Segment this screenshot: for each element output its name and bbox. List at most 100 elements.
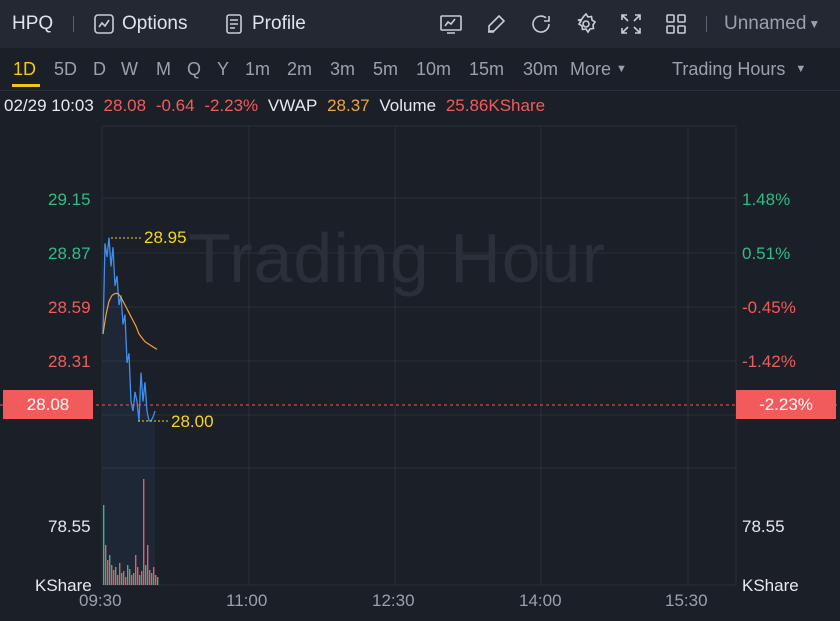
volume-bar [143, 479, 145, 585]
volume-value: 25.86KShare [445, 96, 546, 115]
tab-10m[interactable]: 10m [416, 58, 452, 79]
volume-bar [109, 555, 111, 585]
time-axis-label: 12:30 [372, 591, 415, 610]
chevron-down-icon: ▼ [616, 63, 627, 75]
volume-bar [139, 575, 141, 585]
volume-bar [123, 571, 125, 585]
volume-bar [141, 571, 143, 585]
pct-axis-label: 0.51% [742, 244, 791, 263]
fullscreen-icon[interactable] [619, 12, 643, 36]
time-axis-label: 09:30 [79, 591, 122, 610]
layout-name-dropdown[interactable]: Unnamed ▼ [724, 0, 820, 48]
refresh-icon[interactable] [529, 12, 553, 36]
session-label: Trading Hours [672, 58, 786, 79]
vwap-value: 28.37 [327, 96, 370, 115]
quote-info-line: 02/29 10:03 28.08 -0.64 -2.23% VWAP 28.3… [4, 96, 550, 116]
time-axis-label: 15:30 [665, 591, 708, 610]
more-dropdown[interactable]: More ▼ [570, 48, 627, 90]
volume-axis-value: 78.55 [48, 517, 91, 536]
price-axis-label: 29.15 [48, 190, 91, 209]
active-tab-indicator [12, 84, 40, 87]
tab-d[interactable]: D [93, 58, 106, 79]
top-toolbar: HPQ Options Profile Unnamed ▼ [0, 0, 840, 48]
volume-bar [115, 567, 117, 585]
grid-layout-icon[interactable] [664, 12, 688, 36]
quote-datetime: 02/29 10:03 [4, 96, 94, 115]
settings-icon[interactable] [574, 12, 598, 36]
pct-axis-label: 1.48% [742, 190, 791, 209]
high-price-label: 28.95 [144, 228, 187, 247]
tab-3m[interactable]: 3m [330, 58, 356, 79]
tab-m[interactable]: M [156, 58, 171, 79]
toolbar-divider [706, 16, 707, 32]
vwap-label: VWAP [267, 96, 318, 115]
volume-label: Volume [379, 96, 437, 115]
volume-bar [107, 560, 109, 585]
draw-icon[interactable] [484, 12, 508, 36]
tab-15m[interactable]: 15m [469, 58, 505, 79]
volume-unit-label-right: KShare [742, 576, 799, 595]
price-line [102, 237, 156, 422]
volume-bar [131, 575, 133, 585]
quote-price: 28.08 [103, 96, 147, 115]
profile-button[interactable]: Profile [252, 13, 306, 34]
pct-axis-label: -0.45% [742, 298, 796, 317]
layout-name-label: Unnamed [724, 13, 807, 34]
options-button[interactable]: Options [122, 13, 188, 34]
quote-change-pct: -2.23% [204, 96, 259, 115]
tab-1d[interactable]: 1D [13, 58, 37, 79]
tab-5d[interactable]: 5D [54, 58, 78, 79]
profile-icon[interactable] [222, 12, 246, 36]
session-dropdown[interactable]: Trading Hours ▼ [672, 48, 806, 90]
tab-2m[interactable]: 2m [287, 58, 313, 79]
chevron-down-icon: ▼ [808, 17, 821, 31]
price-axis-label: 28.31 [48, 352, 91, 371]
volume-bar [105, 545, 107, 585]
low-price-label: 28.00 [171, 412, 214, 431]
volume-bar [157, 577, 159, 585]
volume-bars [103, 479, 159, 585]
symbol-label[interactable]: HPQ [12, 13, 54, 34]
volume-bar [129, 569, 131, 585]
toolbar-divider [73, 16, 74, 32]
tab-q[interactable]: Q [187, 58, 202, 79]
time-axis-label: 14:00 [519, 591, 562, 610]
tab-1m[interactable]: 1m [245, 58, 271, 79]
timeframe-tabs: 1D 5D D W M Q Y 1m 2m 3m 5m 10m 15m 30m … [0, 48, 840, 91]
chart-grid [0, 125, 840, 586]
volume-bar [133, 573, 135, 585]
tab-30m[interactable]: 30m [523, 58, 559, 79]
volume-bar [117, 575, 119, 585]
high-low-markers [111, 237, 169, 422]
volume-bar [155, 575, 157, 585]
volume-bar [119, 563, 121, 585]
volume-bar [135, 555, 137, 585]
quote-change: -0.64 [155, 96, 195, 115]
options-icon[interactable] [92, 12, 116, 36]
price-area [103, 237, 155, 585]
pct-axis-label: -1.42% [742, 352, 796, 371]
volume-bar [153, 567, 155, 585]
volume-axis-value-right: 78.55 [742, 517, 785, 536]
tab-y[interactable]: Y [217, 58, 230, 79]
chart-indicator-icon[interactable] [439, 12, 463, 36]
volume-unit-label: KShare [35, 576, 92, 595]
current-price-tag: 28.08 [3, 390, 93, 419]
price-lines [102, 237, 158, 585]
tab-5m[interactable]: 5m [373, 58, 399, 79]
vwap-line [102, 292, 158, 350]
volume-bar [103, 505, 105, 585]
volume-bar [121, 573, 123, 585]
more-label: More [570, 58, 612, 79]
volume-bar [125, 577, 127, 585]
volume-bar [137, 567, 139, 585]
volume-bar [149, 570, 151, 585]
volume-bar [113, 570, 115, 585]
tab-w[interactable]: W [121, 58, 138, 79]
volume-bar [111, 565, 113, 585]
volume-bar [151, 573, 153, 585]
watermark-text: Trading Hour [188, 219, 606, 297]
volume-bar [127, 565, 129, 585]
time-axis-label: 11:00 [226, 591, 268, 610]
